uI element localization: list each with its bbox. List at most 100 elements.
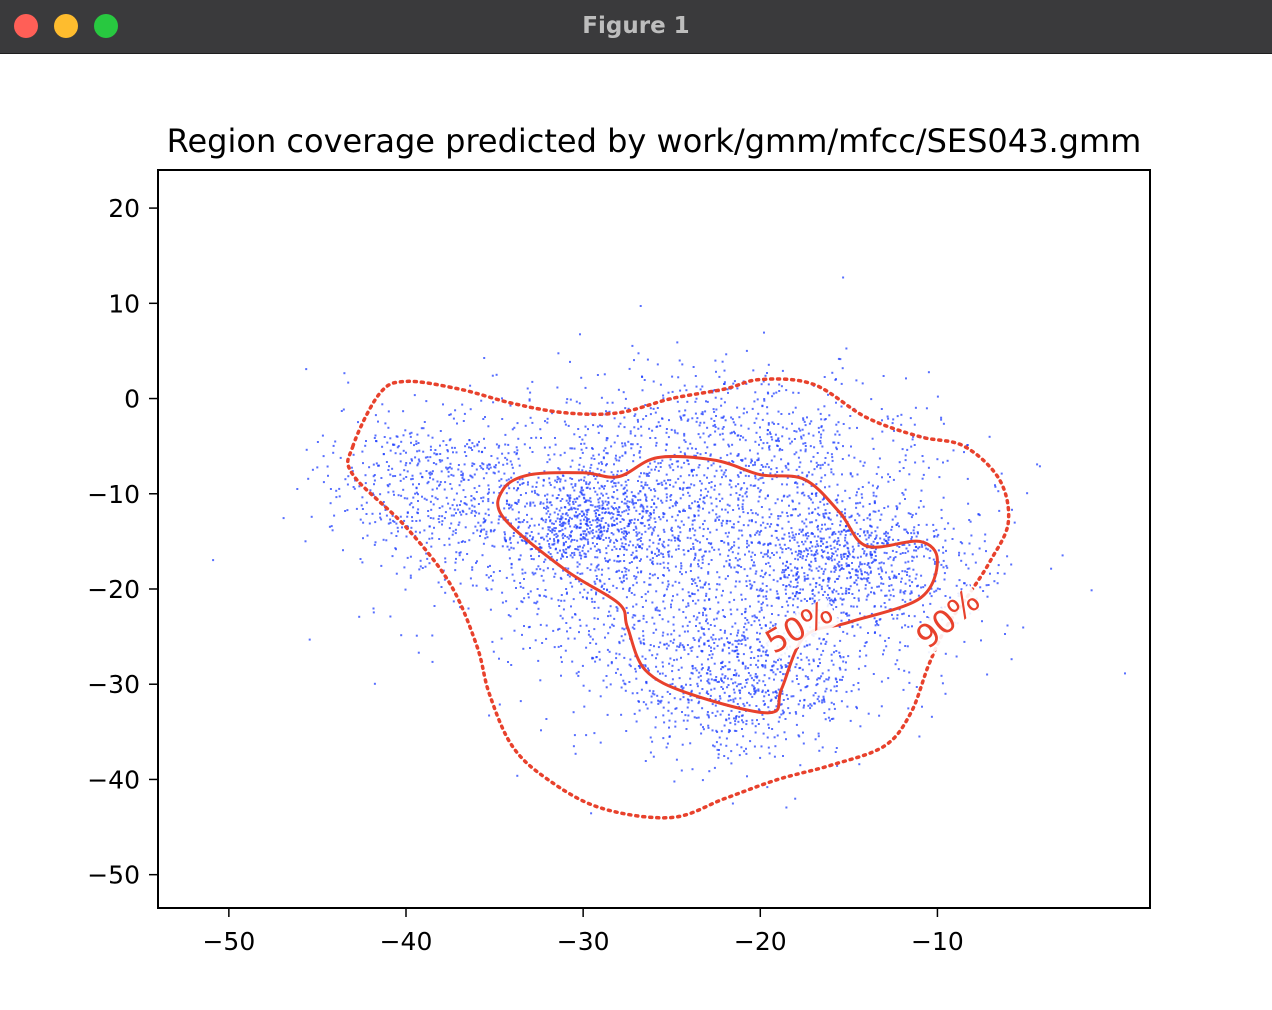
scatter-point	[715, 596, 717, 599]
scatter-point	[581, 596, 584, 599]
scatter-point	[691, 665, 694, 668]
scatter-point	[558, 627, 561, 630]
scatter-point	[885, 552, 888, 555]
scatter-point	[695, 625, 697, 627]
scatter-point	[858, 565, 860, 568]
scatter-point	[531, 380, 534, 383]
scatter-point	[681, 488, 684, 491]
scatter-point	[737, 483, 740, 486]
close-button[interactable]	[14, 14, 38, 38]
scatter-point	[387, 522, 390, 525]
scatter-point	[766, 604, 769, 607]
scatter-point	[637, 352, 640, 355]
scatter-point	[709, 433, 712, 436]
scatter-point	[380, 564, 383, 567]
scatter-point	[512, 472, 515, 475]
scatter-point	[901, 570, 904, 573]
scatter-point	[904, 454, 907, 457]
scatter-point	[763, 553, 766, 556]
scatter-point	[613, 541, 616, 544]
minimize-button[interactable]	[54, 14, 78, 38]
scatter-point	[468, 507, 471, 510]
scatter-point	[805, 644, 808, 647]
scatter-point	[421, 475, 423, 478]
scatter-point	[870, 398, 873, 401]
scatter-point	[762, 732, 765, 735]
scatter-point	[745, 747, 747, 750]
scatter-point	[734, 639, 737, 642]
scatter-point	[800, 658, 803, 661]
scatter-point	[443, 544, 446, 547]
scatter-point	[882, 649, 885, 652]
scatter-point	[942, 559, 945, 562]
scatter-point	[587, 531, 590, 533]
scatter-point	[546, 498, 548, 501]
scatter-point	[788, 504, 790, 507]
scatter-point	[431, 537, 434, 540]
scatter-point	[672, 469, 675, 472]
scatter-point	[658, 482, 661, 485]
scatter-point	[392, 490, 395, 493]
scatter-point	[597, 453, 600, 456]
scatter-point	[620, 470, 623, 473]
scatter-point	[817, 545, 820, 548]
scatter-point	[595, 593, 597, 596]
scatter-point	[805, 547, 808, 550]
scatter-point	[669, 466, 672, 469]
scatter-point	[938, 588, 941, 591]
scatter-point	[940, 508, 943, 511]
scatter-point	[671, 670, 674, 673]
scatter-point	[419, 565, 422, 568]
scatter-point	[751, 551, 754, 554]
scatter-point	[519, 554, 522, 557]
scatter-point	[840, 382, 843, 385]
scatter-point	[659, 562, 662, 565]
scatter-point	[691, 710, 694, 713]
zoom-button[interactable]	[94, 14, 118, 38]
scatter-point	[861, 486, 864, 488]
scatter-point	[399, 473, 402, 476]
scatter-point	[655, 441, 658, 444]
scatter-point	[647, 527, 650, 530]
scatter-point	[772, 554, 775, 556]
scatter-point	[800, 599, 803, 602]
scatter-point	[414, 530, 417, 533]
scatter-point	[618, 653, 621, 656]
scatter-point	[771, 613, 773, 615]
scatter-point	[575, 511, 577, 514]
scatter-point	[807, 432, 810, 435]
scatter-point	[358, 615, 361, 618]
scatter-point	[776, 580, 779, 583]
scatter-point	[696, 685, 699, 688]
scatter-point	[693, 454, 696, 457]
scatter-point	[387, 469, 390, 471]
scatter-point	[840, 510, 843, 513]
scatter-point	[769, 472, 772, 475]
scatter-point	[831, 600, 834, 602]
scatter-point	[742, 524, 745, 527]
scatter-point	[952, 527, 955, 530]
window-titlebar[interactable]: Figure 1	[0, 0, 1272, 54]
scatter-point	[911, 555, 914, 558]
scatter-point	[669, 458, 672, 461]
scatter-point	[823, 516, 826, 519]
scatter-point	[656, 483, 659, 486]
scatter-point	[599, 580, 602, 583]
scatter-point	[620, 713, 623, 716]
scatter-point	[624, 570, 627, 573]
scatter-point	[737, 504, 740, 507]
scatter-point	[883, 538, 886, 541]
scatter-point	[867, 632, 869, 634]
scatter-point	[886, 541, 889, 544]
scatter-point	[811, 593, 814, 595]
scatter-point	[534, 639, 537, 642]
scatter-point	[648, 689, 651, 692]
scatter-point	[831, 555, 833, 558]
scatter-point	[463, 502, 466, 505]
scatter-point	[690, 578, 693, 581]
scatter-point	[528, 472, 531, 475]
scatter-point	[582, 537, 585, 540]
scatter-point	[796, 567, 799, 570]
scatter-point	[576, 565, 579, 568]
scatter-point	[841, 500, 844, 503]
